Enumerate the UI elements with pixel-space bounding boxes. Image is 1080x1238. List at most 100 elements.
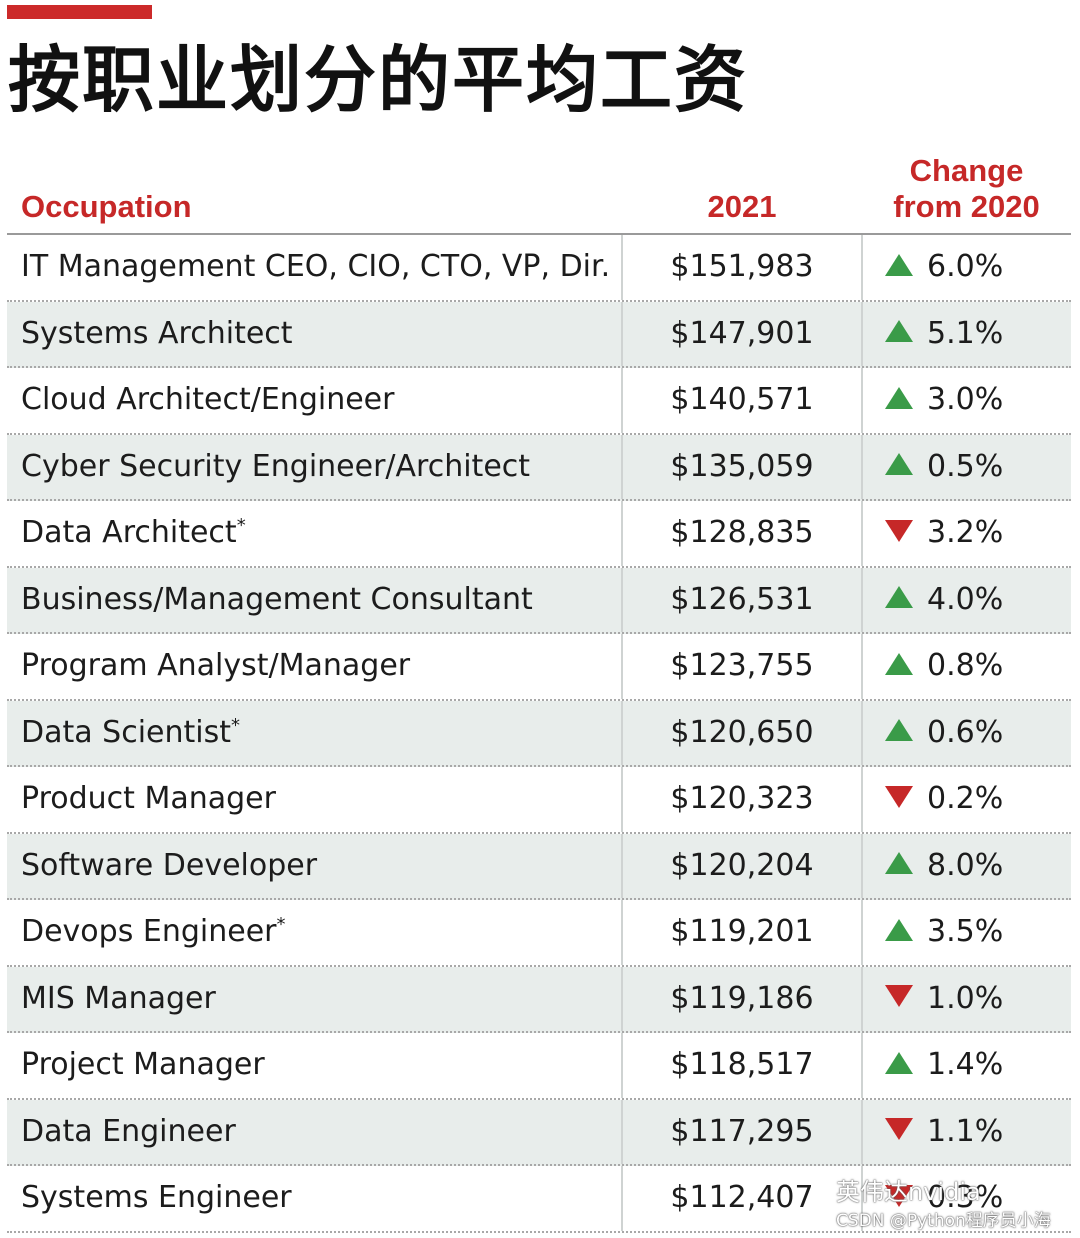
column-divider: [861, 1166, 863, 1231]
salary-cell: $119,186: [670, 980, 814, 1016]
up-triangle-icon: [885, 320, 913, 342]
column-divider: [861, 434, 863, 499]
salary-cell: $112,407: [670, 1180, 814, 1215]
column-divider: [861, 900, 863, 965]
change-value: 8.0%: [927, 847, 1004, 883]
change-cell: 0.8%: [885, 634, 1003, 698]
table-row: Business/Management Consultant $126,531 4.…: [7, 567, 1071, 634]
change-value: 3.0%: [927, 382, 1004, 417]
table-row: Data Scientist* $120,650 0.6%: [7, 700, 1071, 767]
accent-bar: [7, 5, 152, 19]
column-divider: [621, 1099, 623, 1164]
column-divider: [621, 501, 623, 566]
occupation-cell: Cloud Architect/Engineer: [21, 368, 394, 432]
change-cell: 8.0%: [885, 834, 1003, 898]
column-divider: [621, 900, 623, 965]
up-triangle-icon: [885, 918, 913, 941]
watermark-credit: CSDN @Python程序员小海: [836, 1211, 1051, 1231]
occupation-label: Data Scientist: [21, 714, 231, 750]
occupation-label: Data Engineer: [21, 1113, 236, 1149]
column-divider: [861, 1033, 863, 1098]
change-value: 5.1%: [927, 315, 1004, 351]
table-row: Systems Architect $147,901 5.1%: [7, 301, 1071, 368]
column-divider: [621, 567, 623, 632]
salary-cell: $120,204: [670, 847, 814, 883]
occupation-label: Data Architect: [21, 515, 237, 550]
up-triangle-icon: [885, 852, 913, 874]
footnote-marker: *: [236, 515, 246, 536]
up-triangle-icon: [885, 1051, 913, 1074]
column-divider: [861, 634, 863, 699]
occupation-cell: Systems Architect: [21, 302, 293, 366]
occupation-label: Project Manager: [21, 1047, 265, 1082]
change-cell: 1.0%: [885, 967, 1003, 1031]
column-header-change: Change from 2020: [893, 153, 1040, 224]
salary-table: Occupation 2021 Change from 2020 IT Mana…: [7, 145, 1071, 1233]
column-divider: [861, 501, 863, 566]
change-value: 0.8%: [927, 648, 1004, 683]
change-cell: 4.0%: [885, 568, 1003, 632]
column-divider: [621, 767, 623, 832]
table-row: Product Manager $120,323 0.2%: [7, 767, 1071, 834]
table-row: Software Developer $120,204 8.0%: [7, 833, 1071, 900]
change-cell: 1.1%: [885, 1100, 1003, 1164]
up-triangle-icon: [885, 386, 913, 409]
salary-cell: $135,059: [670, 448, 814, 484]
change-value: 1.1%: [927, 1113, 1004, 1149]
occupation-label: MIS Manager: [21, 980, 216, 1016]
change-value: 1.0%: [927, 980, 1004, 1016]
column-divider: [861, 833, 863, 898]
change-cell: 5.1%: [885, 302, 1003, 366]
up-triangle-icon: [885, 652, 913, 675]
change-cell: 6.0%: [885, 235, 1003, 299]
change-value: 0.6%: [927, 714, 1004, 750]
occupation-label: IT Management CEO, CIO, CTO, VP, Dir.: [21, 249, 611, 284]
up-triangle-icon: [885, 253, 913, 276]
watermark-brand: 英伟达nvidia: [836, 1178, 981, 1206]
occupation-label: Devops Engineer: [21, 914, 277, 949]
salary-cell: $118,517: [670, 1047, 814, 1082]
column-divider: [861, 368, 863, 433]
occupation-label: Cloud Architect/Engineer: [21, 382, 395, 417]
table-row: MIS Manager $119,186 1.0%: [7, 966, 1071, 1033]
occupation-label: Program Analyst/Manager: [21, 648, 411, 683]
occupation-cell: Data Architect*: [21, 501, 246, 565]
column-divider: [861, 567, 863, 632]
column-divider: [861, 1099, 863, 1164]
occupation-cell: IT Management CEO, CIO, CTO, VP, Dir.: [21, 235, 610, 299]
occupation-label: Systems Engineer: [21, 1180, 292, 1215]
salary-cell: $128,835: [670, 515, 814, 550]
table-row: Devops Engineer* $119,201 3.5%: [7, 900, 1071, 967]
down-triangle-icon: [885, 785, 913, 808]
table-row: Systems Engineer $112,407 0.3%: [7, 1166, 1071, 1233]
occupation-cell: MIS Manager: [21, 967, 216, 1031]
down-triangle-icon: [885, 1118, 913, 1140]
salary-cell: $120,650: [670, 714, 814, 750]
table-body: IT Management CEO, CIO, CTO, VP, Dir. $15…: [7, 235, 1071, 1233]
change-cell: 3.5%: [885, 900, 1003, 964]
column-divider: [621, 634, 623, 699]
column-divider: [861, 700, 863, 765]
table-row: IT Management CEO, CIO, CTO, VP, Dir. $15…: [7, 235, 1071, 302]
table-row: Program Analyst/Manager $123,755 0.8%: [7, 634, 1071, 701]
salary-cell: $147,901: [670, 315, 814, 351]
change-cell: 0.6%: [885, 701, 1003, 765]
change-value: 0.3%: [927, 1180, 1004, 1215]
column-divider: [621, 434, 623, 499]
occupation-label: Product Manager: [21, 781, 276, 816]
change-value: 0.2%: [927, 781, 1004, 816]
change-value: 0.5%: [927, 448, 1004, 484]
up-triangle-icon: [885, 719, 913, 741]
table-row: Data Engineer $117,295 1.1%: [7, 1099, 1071, 1166]
salary-cell: $119,201: [670, 914, 814, 949]
change-cell: 1.4%: [885, 1033, 1003, 1097]
column-divider: [621, 1166, 623, 1231]
column-divider: [621, 700, 623, 765]
page-title: 按职业划分的平均工资: [8, 38, 749, 122]
column-divider: [621, 368, 623, 433]
up-triangle-icon: [885, 586, 913, 608]
column-divider: [621, 833, 623, 898]
up-triangle-icon: [885, 453, 913, 475]
occupation-label: Software Developer: [21, 847, 318, 883]
